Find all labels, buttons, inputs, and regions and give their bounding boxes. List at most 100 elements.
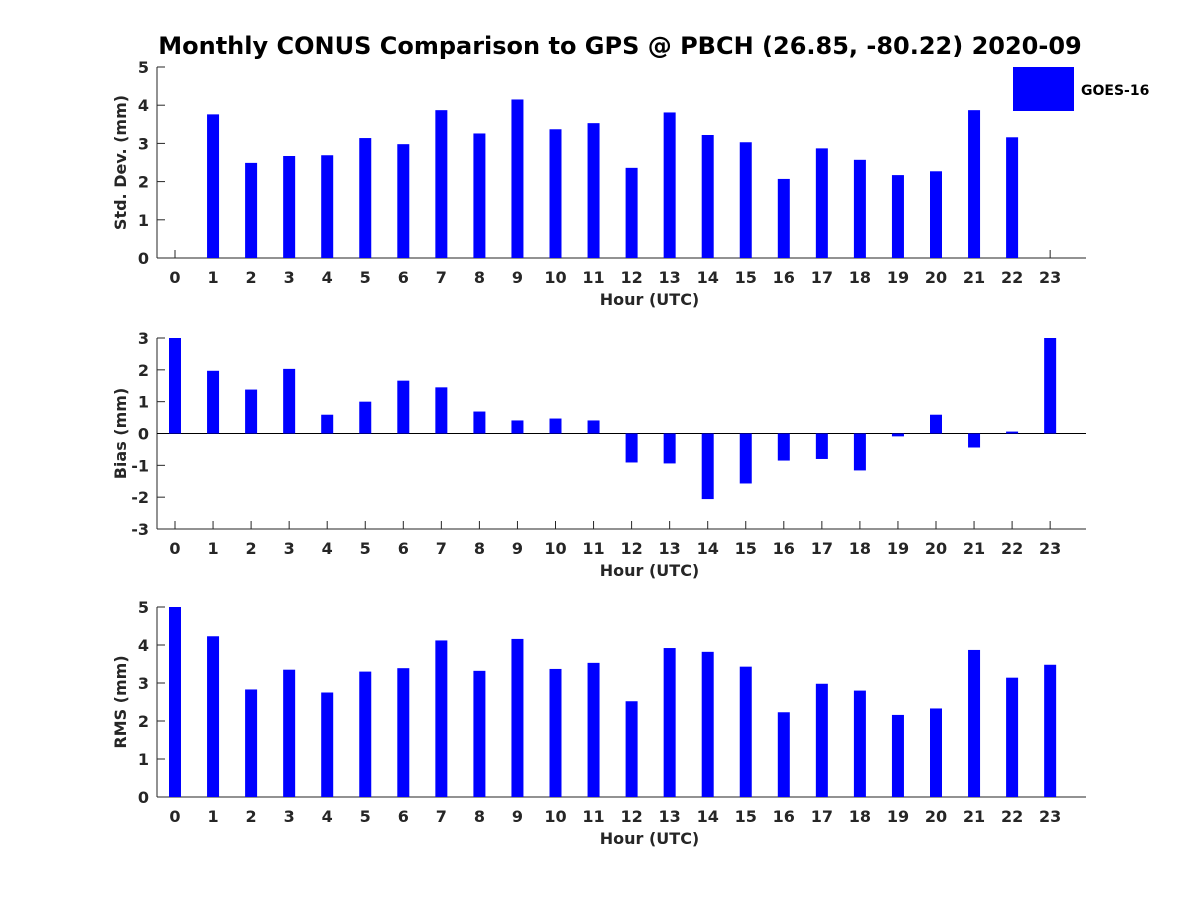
bias-y-tick-label: -2 — [131, 488, 149, 507]
rms-bar — [815, 683, 828, 797]
bias-bar — [1044, 338, 1057, 434]
bias-bar — [968, 433, 981, 448]
bias-x-tick-label: 15 — [735, 539, 757, 558]
std-dev-y-tick-label: 3 — [138, 134, 149, 153]
rms-bar — [245, 689, 258, 797]
rms-x-tick-label: 23 — [1039, 807, 1061, 826]
chart-title: Monthly CONUS Comparison to GPS @ PBCH (… — [158, 32, 1081, 60]
std-dev-bar — [283, 156, 296, 258]
bias-bar — [283, 368, 296, 434]
std-dev-bar — [435, 110, 448, 258]
std-dev-x-tick-label: 18 — [849, 268, 871, 287]
rms-bar — [321, 692, 334, 797]
rms-x-tick-label: 8 — [474, 807, 485, 826]
bias-x-tick-label: 7 — [436, 539, 447, 558]
rms-x-tick-label: 3 — [284, 807, 295, 826]
rms-x-tick-label: 7 — [436, 807, 447, 826]
rms-bar — [891, 714, 904, 797]
rms-bar — [397, 668, 410, 797]
std-dev-bar — [245, 162, 258, 258]
rms-x-tick-label: 6 — [398, 807, 409, 826]
bias-x-tick-label: 19 — [887, 539, 909, 558]
rms-bar — [1006, 677, 1019, 797]
std-dev-x-tick-label: 3 — [284, 268, 295, 287]
rms-x-tick-label: 12 — [620, 807, 642, 826]
rms-x-tick-label: 20 — [925, 807, 947, 826]
std-dev-y-tick-label: 5 — [138, 58, 149, 77]
bias-x-tick-label: 8 — [474, 539, 485, 558]
bias-bar — [891, 433, 904, 437]
rms-x-tick-label: 13 — [659, 807, 681, 826]
bias-bar — [511, 420, 524, 434]
legend: GOES-16 — [1013, 67, 1149, 111]
bias-bar — [359, 401, 372, 434]
bias-bar — [815, 433, 828, 459]
bias-bar — [473, 411, 486, 434]
bias-bar — [1006, 431, 1019, 434]
bias-x-axis-label: Hour (UTC) — [600, 561, 700, 580]
rms-bar — [283, 669, 296, 797]
std-dev-bar — [587, 123, 600, 259]
bias-bar — [701, 433, 714, 500]
std-dev-bar — [359, 138, 372, 258]
std-dev-x-tick-label: 19 — [887, 268, 909, 287]
std-dev-x-tick-label: 8 — [474, 268, 485, 287]
bias-x-tick-label: 1 — [207, 539, 218, 558]
std-dev-x-tick-label: 5 — [360, 268, 371, 287]
rms-x-tick-label: 9 — [512, 807, 523, 826]
std-dev-bar — [473, 133, 486, 258]
std-dev-y-tick-label: 1 — [138, 211, 149, 230]
bias-bar — [739, 433, 752, 484]
std-dev-bar — [1006, 137, 1019, 258]
bias-x-tick-label: 18 — [849, 539, 871, 558]
bias-bar — [777, 433, 790, 461]
rms-x-tick-label: 14 — [697, 807, 719, 826]
rms-bar — [207, 636, 220, 797]
std-dev-x-tick-label: 0 — [169, 268, 180, 287]
rms-x-tick-label: 19 — [887, 807, 909, 826]
legend-label: GOES-16 — [1081, 83, 1149, 99]
bias-y-axis-label: Bias (mm) — [111, 388, 130, 480]
bias-x-tick-label: 5 — [360, 539, 371, 558]
rms-y-tick-label: 2 — [138, 712, 149, 731]
bias-y-tick-label: 0 — [138, 425, 149, 444]
rms-bar — [663, 648, 676, 797]
std-dev-x-tick-label: 9 — [512, 268, 523, 287]
std-dev-bar — [891, 175, 904, 258]
rms-x-tick-label: 10 — [544, 807, 566, 826]
std-dev-x-tick-label: 6 — [398, 268, 409, 287]
bias-x-tick-label: 16 — [773, 539, 795, 558]
bias-bar — [625, 433, 638, 463]
std-dev-y-axis-label: Std. Dev. (mm) — [111, 95, 130, 230]
bias-bar — [397, 380, 410, 434]
bias-bar — [207, 370, 220, 434]
std-dev-x-tick-label: 21 — [963, 268, 985, 287]
bias-x-tick-label: 13 — [659, 539, 681, 558]
std-dev-bar — [207, 114, 220, 258]
rms-x-tick-label: 21 — [963, 807, 985, 826]
std-dev-x-tick-label: 4 — [322, 268, 333, 287]
bias-bar — [321, 414, 334, 434]
std-dev-y-tick-label: 2 — [138, 173, 149, 192]
std-dev-bar — [701, 134, 714, 258]
rms-bar — [587, 662, 600, 797]
rms-bar — [739, 666, 752, 797]
rms-y-tick-label: 3 — [138, 674, 149, 693]
rms-x-tick-label: 0 — [169, 807, 180, 826]
std-dev-bar — [739, 142, 752, 258]
rms-x-tick-label: 15 — [735, 807, 757, 826]
std-dev-bar — [397, 144, 410, 258]
rms-bar — [853, 690, 866, 797]
bias-x-tick-label: 12 — [620, 539, 642, 558]
bias-x-tick-label: 21 — [963, 539, 985, 558]
bias-y-tick-label: 1 — [138, 393, 149, 412]
rms-x-tick-label: 22 — [1001, 807, 1023, 826]
bias-x-tick-label: 20 — [925, 539, 947, 558]
std-dev-x-tick-label: 1 — [207, 268, 218, 287]
std-dev-x-tick-label: 12 — [620, 268, 642, 287]
bias-bar — [930, 414, 942, 434]
std-dev-bar — [930, 171, 942, 258]
